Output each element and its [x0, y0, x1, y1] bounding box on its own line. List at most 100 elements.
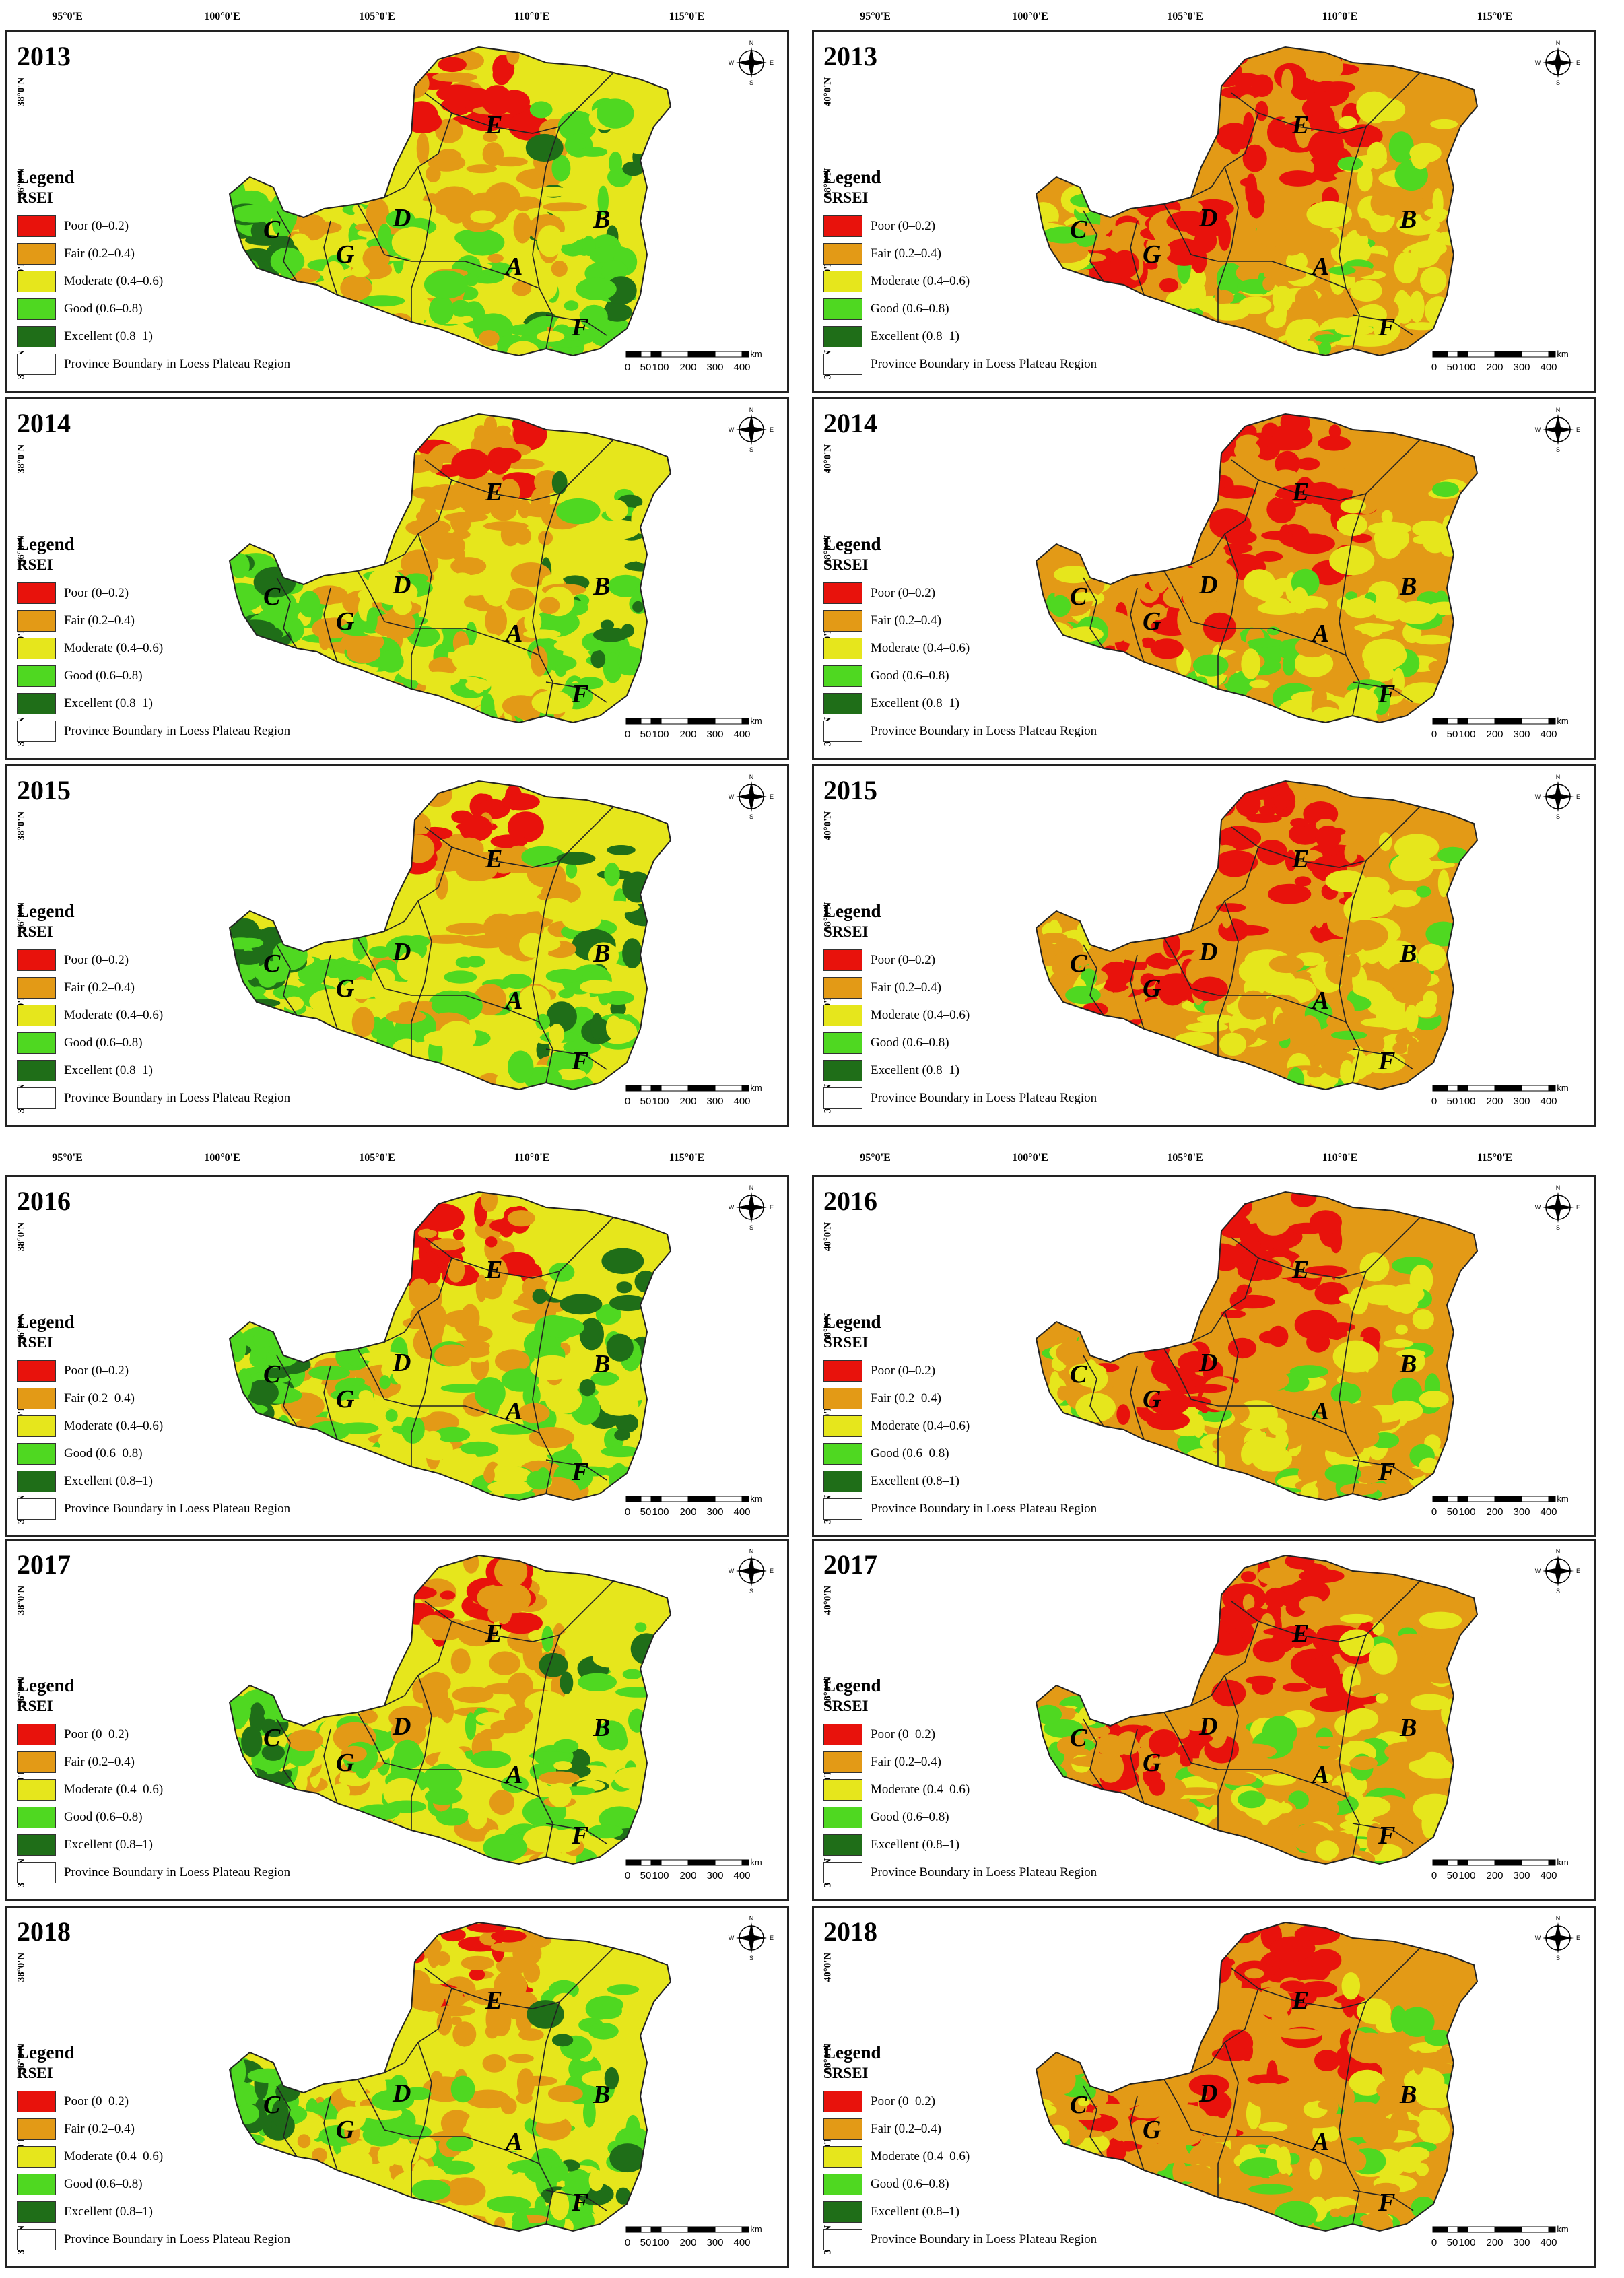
legend-index-name: RSEI: [17, 1334, 53, 1351]
scale-bar-tick: 50: [1447, 362, 1458, 373]
scale-bar-tick: 100: [1458, 2237, 1475, 2248]
province-boundary: [1083, 2085, 1104, 2157]
scale-bar-segment: [714, 718, 743, 725]
legend-swatch: [823, 2090, 862, 2112]
index-patch: [1217, 485, 1256, 499]
scale-bar-segment: [1521, 2226, 1549, 2233]
compass-letter-n: N: [1556, 774, 1561, 780]
scale-bar-segment: [1548, 718, 1556, 725]
province-boundary: [411, 628, 540, 656]
region-label-e: E: [1291, 1256, 1309, 1284]
index-patch: [1419, 1391, 1449, 1408]
index-patch: [273, 984, 302, 1000]
index-patch: [1256, 1205, 1291, 1236]
index-patch: [450, 300, 471, 317]
index-patch: [1174, 2170, 1219, 2182]
index-patch: [475, 1274, 487, 1302]
index-patch: [1075, 1393, 1116, 1423]
index-patch: [1247, 2082, 1289, 2108]
index-patch: [549, 1263, 575, 1282]
legend-swatch: [823, 1723, 862, 1745]
scale-bar-tick: 100: [652, 2237, 669, 2248]
map-panel-srsei-2014: ABCDEFG201440°0'N38°0'N36°0'N34°0'NLegen…: [812, 397, 1596, 760]
legend-item: Moderate (0.4–0.6): [823, 634, 1097, 662]
longitude-label: 115°0'E: [1477, 11, 1513, 22]
index-patch: [426, 165, 441, 182]
legend-swatch: [823, 325, 862, 347]
scale-bar-unit: km: [1557, 349, 1568, 359]
index-patch: [425, 1788, 463, 1805]
index-patch: [1205, 206, 1222, 215]
index-patch: [532, 1288, 547, 1304]
scale-bar-tick: 50: [1447, 2237, 1458, 2248]
index-patch: [511, 196, 543, 211]
index-patch: [560, 1294, 603, 1315]
index-patch: [588, 2023, 619, 2040]
legend-swatch-boundary: [823, 1498, 862, 1520]
plateau-outline: [1035, 1554, 1479, 1865]
index-patch: [580, 980, 617, 994]
index-patch: [1230, 2075, 1247, 2083]
legend-item: Poor (0–0.2): [17, 1357, 290, 1384]
index-raster: [1036, 781, 1477, 1090]
index-patch: [1149, 1729, 1179, 1757]
index-patch: [1214, 434, 1232, 463]
region-label-b: B: [593, 2081, 610, 2109]
legend-swatch: [17, 1360, 56, 1382]
scale-bar-tick: 50: [1447, 1870, 1458, 1881]
index-patch: [632, 601, 644, 613]
compass-letter-e: E: [1576, 793, 1580, 800]
scale-bar-unit: km: [1557, 1083, 1568, 1093]
index-patch: [463, 2124, 484, 2136]
legend-label: Poor (0–0.2): [871, 1363, 936, 1378]
scale-bar-segment: [625, 1085, 642, 1092]
legend: Legend SRSEI Poor (0–0.2) Fair (0.2–0.4) Mod…: [823, 1312, 1097, 1522]
index-patch: [1315, 825, 1341, 849]
index-patch: [456, 860, 498, 882]
index-patch: [1291, 587, 1309, 614]
index-patch: [634, 1270, 657, 1293]
scale-bar-tick: 300: [1513, 2237, 1530, 2248]
index-patch: [372, 613, 405, 637]
scale-bar-tick: 200: [679, 1506, 696, 1518]
index-patch: [1191, 976, 1228, 1001]
legend-label: Poor (0–0.2): [64, 2093, 129, 2108]
legend-item: Poor (0–0.2): [17, 2087, 290, 2115]
map-panel-srsei-2013: ABCDEFG201340°0'N38°0'N36°0'N34°0'NLegen…: [812, 30, 1596, 393]
region-label-e: E: [1291, 478, 1309, 506]
province-boundary: [545, 1823, 607, 1844]
index-patch: [1206, 1193, 1252, 1221]
region-label-a: A: [504, 986, 522, 1015]
index-patch: [1354, 623, 1394, 632]
north-arrow-compass-icon: N S E W: [1535, 774, 1580, 820]
index-patch: [1227, 1337, 1257, 1359]
index-patch: [1330, 1228, 1343, 1254]
compass-star: [1543, 1922, 1574, 1953]
index-patch: [1058, 1708, 1075, 1720]
index-patch: [621, 127, 663, 155]
index-patch: [516, 2068, 535, 2099]
scale-bar-segment: [625, 1859, 642, 1866]
index-patch: [434, 2005, 475, 2017]
index-patch: [524, 1691, 567, 1716]
legend: Legend RSEI Poor (0–0.2) Fair (0.2–0.4) Mode…: [17, 534, 290, 745]
scale-bar-tick: 0: [625, 362, 630, 373]
legend-item: Poor (0–0.2): [17, 1720, 290, 1748]
latitude-label: 38°0'N: [15, 77, 27, 107]
index-patch: [1286, 251, 1308, 272]
index-patch: [1340, 1613, 1374, 1623]
region-label-g: G: [336, 974, 355, 1003]
index-patch: [1159, 278, 1178, 293]
legend-label: Good (0.6–0.8): [64, 1035, 143, 1050]
index-patch: [1360, 2214, 1381, 2223]
index-patch: [1314, 2050, 1340, 2071]
index-patch: [1320, 341, 1332, 355]
index-patch: [1269, 120, 1289, 147]
legend-swatch: [823, 298, 862, 320]
region-label-d: D: [392, 2079, 411, 2108]
panel-year: 2013: [823, 41, 877, 71]
province-boundary: [1083, 210, 1104, 282]
scale-bar-tick: 100: [652, 1870, 669, 1881]
